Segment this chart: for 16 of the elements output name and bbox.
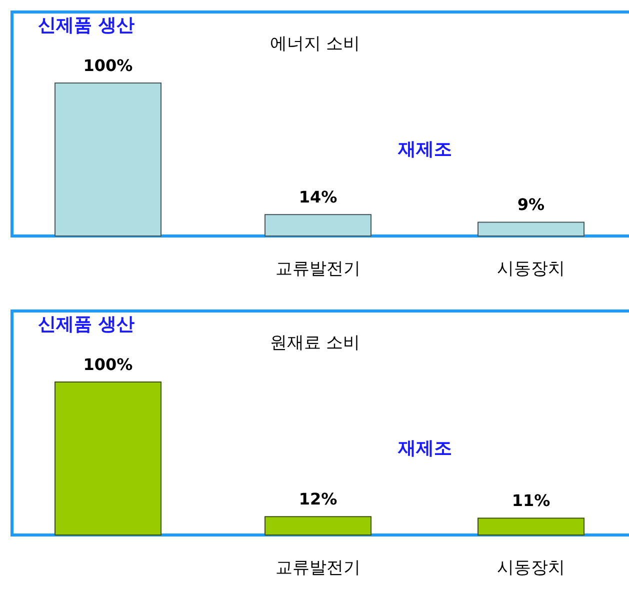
text: 신제품 생산 xyxy=(38,314,134,335)
data-label: 100% xyxy=(83,56,133,75)
data-label: 9% xyxy=(517,195,545,214)
x-tick-label: 교류발전기 xyxy=(276,259,360,279)
chart-title: 에너지 소비 xyxy=(270,34,360,54)
data-label: 100% xyxy=(83,355,133,374)
chart-title: 원재료 소비 xyxy=(270,333,360,353)
data-label: 12% xyxy=(298,490,338,509)
data-label: 14% xyxy=(298,188,338,207)
x-tick-label: 시동장치 xyxy=(497,259,565,279)
annotation: 재제조 xyxy=(397,139,452,160)
text: 신제품 생산 xyxy=(38,15,134,36)
data-label: 11% xyxy=(512,491,550,510)
x-tick-label: 시동장치 xyxy=(497,558,565,578)
annotation: 재제조 xyxy=(397,438,452,459)
x-tick-label: 교류발전기 xyxy=(276,558,360,578)
